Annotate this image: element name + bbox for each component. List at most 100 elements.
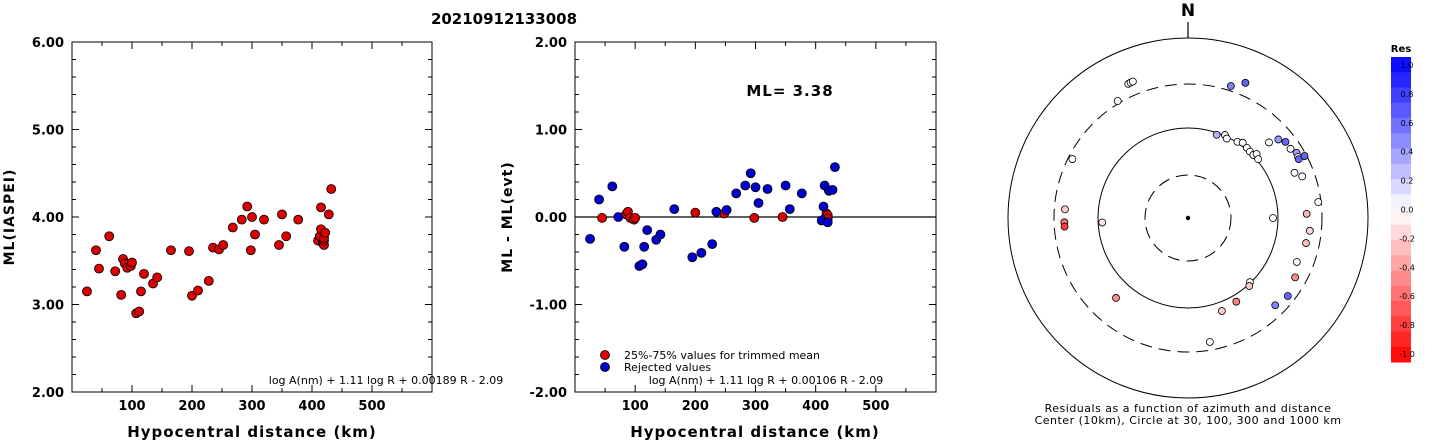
legend-trimmed-label: 25%-75% values for trimmed mean [624, 349, 820, 362]
polar-point [1281, 137, 1290, 146]
panel-ml-residual: 100 200 300 400 500 -2.00 -1.00 0.00 1.00 2.00 ML… [500, 36, 937, 441]
panel2-ytick-label: 1.00 [535, 124, 567, 139]
polar-point [1291, 273, 1300, 282]
panel1-point [94, 263, 104, 274]
panel2-rejected-point [753, 198, 764, 208]
panel2-xlabel: Hypocentral distance (km) [630, 423, 880, 441]
polar-point [1292, 258, 1301, 266]
panel2-rejected-point [711, 206, 722, 217]
panel2-rejected-point [696, 247, 707, 258]
panel1-axes: 100 200 300 400 500 2.00 3.00 4.00 5.00 6.00 [32, 36, 432, 414]
polar-ring-300km [1053, 83, 1323, 353]
panel1-point [116, 289, 127, 300]
panel1-point [139, 268, 149, 279]
colorbar-tick-label: 0.8 [1401, 90, 1414, 99]
polar-point [1217, 307, 1226, 315]
panel2-ytick-label: 2.00 [535, 36, 567, 51]
panel2-rejected-point [613, 212, 624, 222]
panel2-points [585, 162, 840, 271]
polar-point [1098, 218, 1107, 227]
legend-rejected-label: Rejected values [624, 361, 711, 374]
colorbar-cell [1391, 194, 1411, 210]
polar-point [1286, 144, 1295, 153]
panel1-point [218, 240, 229, 250]
panel1-point [323, 209, 334, 220]
colorbar-tick-label: -0.6 [1399, 292, 1415, 301]
panel2-rejected-point [740, 180, 751, 191]
polar-ring-30km [1144, 174, 1232, 262]
north-label: N [1181, 1, 1195, 21]
panel2-trimmed-point [690, 207, 701, 218]
panel2-trimmed-point [597, 212, 607, 223]
panel1-xtick-label: 100 [118, 399, 145, 414]
panel2-trimmed-point [630, 212, 641, 223]
panel2-ytick-label: 0.00 [535, 211, 567, 226]
panel2-rejected-point [642, 225, 653, 236]
polar-point [1290, 168, 1299, 177]
polar-point [1245, 282, 1254, 290]
panel2-trimmed-point [749, 212, 760, 223]
panel1-point [82, 286, 92, 297]
polar-point [1300, 152, 1309, 160]
panel2-ml-label: ML= 3.38 [746, 82, 833, 100]
panel2-rejected-point [721, 205, 732, 215]
panel2-rejected-point [796, 188, 807, 199]
colorbar-cell [1391, 102, 1411, 119]
panel2-xtick-label: 200 [682, 399, 709, 414]
panel1-point [250, 229, 260, 240]
panel1-point [316, 202, 326, 213]
colorbar-cell [1391, 118, 1411, 134]
polar-point [1060, 222, 1069, 231]
panel2-trimmed-point [777, 212, 788, 222]
panel1-xtick-label: 300 [238, 399, 265, 414]
panel1-point [326, 184, 337, 194]
polar-point [1061, 205, 1069, 214]
panel1-point [247, 212, 257, 222]
colorbar-tick-label: -1.0 [1399, 350, 1415, 359]
panel1-ylabel: ML(IASPEI) [2, 169, 18, 266]
panel1-point [281, 231, 292, 242]
panel1-point [242, 201, 253, 212]
residual-colorbar: Res 1.0 0.8 0.6 0.4 0.2 0.0 -0.2 -0.4 -0.6 -0.8 -1… [1391, 44, 1415, 363]
polar-points [1060, 77, 1323, 346]
colorbar-labels: 1.0 0.8 0.6 0.4 0.2 0.0 -0.2 -0.4 -0.6 -0.8 -1.0 [1399, 61, 1415, 359]
panel2-ytick-label: -2.00 [530, 386, 567, 401]
colorbar-cell [1391, 301, 1411, 317]
polar-point [1302, 239, 1310, 247]
colorbar-cell [1391, 57, 1411, 73]
colorbar-tick-label: 0.6 [1401, 119, 1414, 128]
colorbar-tick-label: -0.2 [1399, 234, 1415, 243]
colorbar-tick-label: -0.8 [1399, 321, 1415, 330]
panel2-rejected-point [585, 233, 595, 244]
panel2-xtick-label: 300 [742, 399, 769, 414]
panel-polar-residuals: N Residuals as a function of azimuth and… [1007, 1, 1369, 427]
polar-point [1283, 292, 1292, 300]
colorbar-tick-label: 0.0 [1401, 206, 1414, 215]
polar-point [1269, 214, 1277, 222]
panel2-rejected-point [818, 201, 829, 212]
panel2-xtick-label: 400 [802, 399, 829, 414]
panel2-rejected-point [827, 184, 838, 195]
polar-point [1128, 77, 1137, 86]
legend-rejected-marker [600, 362, 610, 372]
panel1-point [277, 209, 287, 220]
colorbar-tick-label: -0.4 [1399, 263, 1415, 272]
colorbar-cell [1391, 224, 1411, 241]
panel2-rejected-point [707, 239, 718, 250]
panel2-rejected-point [784, 204, 795, 215]
panel1-xtick-label: 500 [358, 399, 385, 414]
panel1-xlabel: Hypocentral distance (km) [127, 423, 377, 441]
colorbar-cell [1391, 87, 1411, 104]
colorbar-cell [1391, 133, 1411, 149]
panel1-ytick-label: 3.00 [32, 299, 64, 314]
polar-point [1241, 78, 1250, 87]
colorbar-tick-label: 0.2 [1401, 177, 1414, 186]
polar-point [1265, 138, 1273, 147]
panel1-point [259, 214, 269, 225]
panel2-rejected-point [655, 229, 666, 240]
colorbar-cell [1391, 148, 1411, 165]
panel2-rejected-point [687, 252, 698, 263]
colorbar-cells [1391, 57, 1411, 363]
